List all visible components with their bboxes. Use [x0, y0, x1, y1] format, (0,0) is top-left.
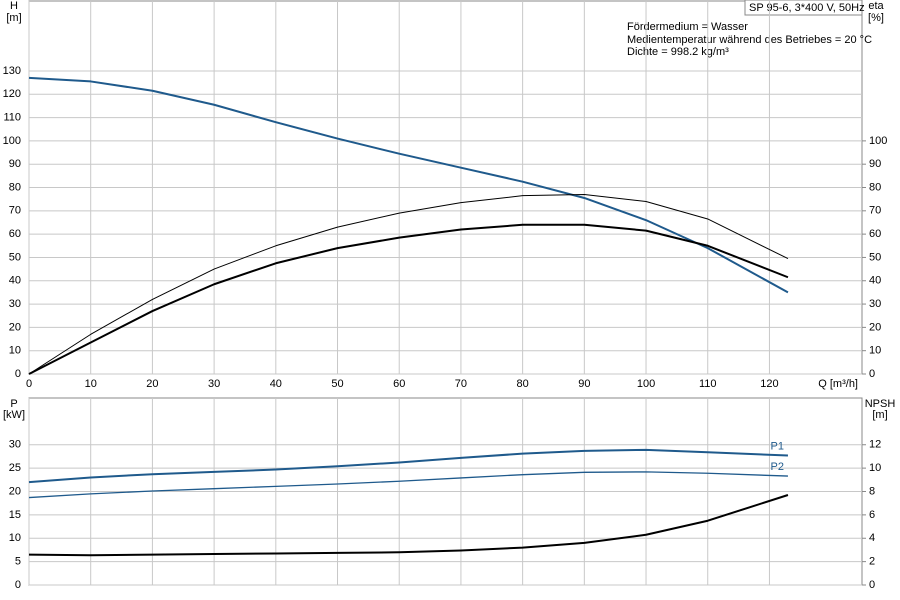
y-tick-label: 30	[9, 439, 21, 451]
y2-axis-unit: [%]	[868, 12, 884, 24]
y2-tick-label: 0	[869, 368, 875, 380]
y-tick-label: 20	[9, 485, 21, 497]
y2-tick-label: 100	[869, 135, 887, 147]
series-line	[28, 223, 789, 375]
y2-tick-label: 60	[869, 228, 881, 240]
x-tick-label: 70	[455, 378, 467, 390]
y-tick-label: 70	[9, 205, 21, 217]
series-line	[28, 76, 789, 294]
annotation: Fördermedium = Wasser	[627, 21, 748, 33]
y2-tick-label: 6	[869, 509, 875, 521]
y-tick-label: 0	[15, 368, 21, 380]
y-axis-label: H	[10, 0, 18, 12]
y-tick-label: 80	[9, 181, 21, 193]
y-axis-unit: [kW]	[3, 409, 25, 421]
y-tick-label: 120	[3, 88, 21, 100]
y2-tick-label: 4	[869, 532, 875, 544]
y2-tick-label: 70	[869, 205, 881, 217]
series-line	[28, 471, 788, 499]
y-tick-label: 100	[3, 135, 21, 147]
y-tick-label: 10	[9, 532, 21, 544]
y-tick-label: 0	[15, 579, 21, 591]
y-tick-label: 20	[9, 321, 21, 333]
x-tick-label: 40	[270, 378, 282, 390]
series-line	[28, 494, 789, 557]
y-tick-label: 60	[9, 228, 21, 240]
x-tick-label: 120	[760, 378, 778, 390]
y2-tick-label: 2	[869, 556, 875, 568]
title-box	[744, 0, 863, 16]
y-tick-label: 15	[9, 509, 21, 521]
y2-tick-label: 80	[869, 181, 881, 193]
annotation: Medientemperatur während des Betriebes =…	[627, 34, 872, 46]
x-tick-label: 50	[331, 378, 343, 390]
y-axis-label: P	[10, 398, 17, 410]
y-tick-label: 30	[9, 298, 21, 310]
y2-tick-label: 30	[869, 298, 881, 310]
y-tick-label: 50	[9, 251, 21, 263]
series-line	[28, 448, 788, 484]
y2-tick-label: 8	[869, 485, 875, 497]
x-tick-label: 100	[637, 378, 655, 390]
x-tick-label: 110	[699, 378, 717, 390]
y-tick-label: 10	[9, 345, 21, 357]
y2-axis-label: NPSH	[865, 398, 896, 410]
y2-tick-label: 0	[869, 579, 875, 591]
series-line	[28, 193, 789, 375]
y-tick-label: 25	[9, 462, 21, 474]
x-tick-label: 60	[393, 378, 405, 390]
x-tick-label: 80	[517, 378, 529, 390]
y2-tick-label: 50	[869, 251, 881, 263]
x-tick-label: 30	[208, 378, 220, 390]
x-tick-label: 10	[85, 378, 97, 390]
annotation: Dichte = 998.2 kg/m³	[627, 46, 729, 58]
y-tick-label: 90	[9, 158, 21, 170]
y2-tick-label: 12	[869, 439, 881, 451]
x-axis-label: Q [m³/h]	[818, 378, 858, 390]
y-tick-label: 5	[15, 556, 21, 568]
y2-tick-label: 20	[869, 321, 881, 333]
series-label: P1	[770, 440, 783, 452]
x-tick-label: 20	[146, 378, 158, 390]
series-label: P2	[770, 461, 783, 473]
y-tick-label: 40	[9, 275, 21, 287]
x-tick-label: 0	[26, 378, 32, 390]
y-tick-label: 110	[3, 111, 21, 123]
x-tick-label: 90	[578, 378, 590, 390]
y-tick-label: 130	[3, 65, 21, 77]
chart-title: SP 95-6, 3*400 V, 50Hz	[749, 2, 865, 14]
y2-axis-unit: [m]	[872, 409, 887, 421]
y2-tick-label: 10	[869, 462, 881, 474]
y2-tick-label: 90	[869, 158, 881, 170]
y-axis-unit: [m]	[6, 12, 21, 24]
y2-axis-label: eta	[868, 0, 884, 12]
y2-tick-label: 10	[869, 345, 881, 357]
y2-tick-label: 40	[869, 275, 881, 287]
